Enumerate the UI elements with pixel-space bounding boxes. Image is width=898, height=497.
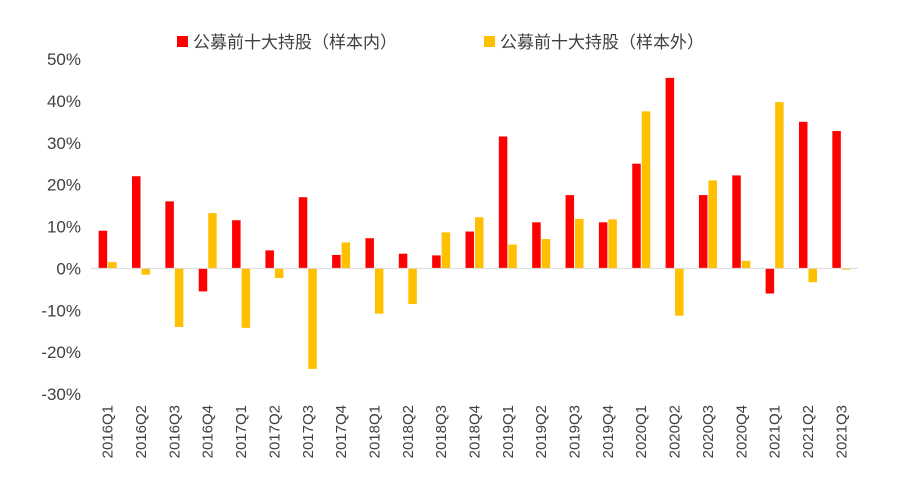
bar-in-sample — [165, 201, 174, 269]
x-tick-label: 2018Q2 — [400, 405, 417, 458]
bar-out-of-sample — [208, 213, 217, 269]
y-axis: -30% -20% -10% 0% 10% 20% 30% 40% 50% — [41, 50, 81, 404]
bar-out-of-sample — [141, 268, 151, 275]
x-tick-label: 2017Q1 — [233, 405, 250, 458]
y-tick-label: 10% — [47, 218, 81, 237]
bar-out-of-sample — [374, 268, 384, 314]
x-tick-label: 2019Q3 — [567, 405, 584, 458]
legend-label-out-of-sample: 公募前十大持股（样本外） — [500, 33, 704, 53]
bar-in-sample — [432, 255, 441, 269]
bars — [98, 77, 851, 369]
bar-out-of-sample — [541, 239, 551, 269]
bar-in-sample — [565, 195, 575, 269]
bar-out-of-sample — [708, 180, 717, 269]
x-tick-label: 2021Q2 — [800, 405, 817, 458]
bar-in-sample — [265, 250, 274, 269]
x-tick-label: 2020Q4 — [733, 405, 750, 458]
bar-in-sample — [698, 195, 708, 269]
bar-in-sample — [732, 175, 741, 269]
bar-out-of-sample — [274, 268, 284, 279]
y-tick-label: 50% — [47, 50, 81, 69]
y-tick-label: 40% — [47, 92, 81, 111]
bar-in-sample — [532, 222, 541, 269]
x-tick-label: 2016Q4 — [200, 405, 217, 458]
bar-in-sample — [365, 238, 374, 269]
bar-out-of-sample — [475, 217, 484, 269]
bar-in-sample — [832, 131, 841, 269]
bar-in-sample — [665, 77, 675, 269]
bar-in-sample — [398, 253, 408, 269]
x-tick-label: 2019Q1 — [500, 405, 517, 458]
x-tick-label: 2018Q1 — [367, 405, 384, 458]
x-tick-label: 2021Q3 — [833, 405, 850, 458]
y-tick-label: 20% — [47, 176, 81, 195]
bar-out-of-sample — [775, 102, 784, 269]
bar-out-of-sample — [641, 111, 651, 269]
y-tick-label: -30% — [41, 385, 81, 404]
bar-in-sample — [198, 268, 208, 292]
bar-out-of-sample — [308, 268, 317, 369]
bar-in-sample — [765, 268, 775, 294]
x-tick-label: 2017Q2 — [266, 405, 283, 458]
bar-out-of-sample — [174, 268, 184, 328]
x-tick-label: 2017Q3 — [300, 405, 317, 458]
bar-in-sample — [465, 231, 474, 269]
bar-in-sample — [232, 220, 241, 269]
y-tick-label: -20% — [41, 343, 81, 362]
bar-out-of-sample — [608, 219, 617, 269]
bar-out-of-sample — [575, 218, 584, 269]
legend-swatch-out-of-sample — [484, 36, 495, 47]
legend: 公募前十大持股（样本内） 公募前十大持股（样本外） — [177, 33, 704, 53]
legend-swatch-in-sample — [177, 36, 188, 47]
bar-out-of-sample — [441, 232, 451, 269]
bar-out-of-sample — [108, 262, 117, 269]
bar-in-sample — [798, 121, 808, 269]
bar-out-of-sample — [841, 268, 851, 270]
x-tick-label: 2021Q1 — [767, 405, 784, 458]
bar-in-sample — [632, 163, 641, 269]
x-tick-label: 2016Q1 — [100, 405, 117, 458]
bar-in-sample — [98, 230, 108, 269]
x-tick-label: 2020Q2 — [667, 405, 684, 458]
bar-out-of-sample — [741, 260, 751, 269]
x-tick-label: 2018Q3 — [433, 405, 450, 458]
x-tick-label: 2016Q2 — [133, 405, 150, 458]
y-tick-label: 30% — [47, 134, 81, 153]
x-tick-label: 2020Q3 — [700, 405, 717, 458]
bar-out-of-sample — [508, 244, 517, 269]
bar-out-of-sample — [241, 268, 251, 328]
x-tick-label: 2020Q1 — [633, 405, 650, 458]
y-tick-label: -10% — [41, 301, 81, 320]
x-axis: 2016Q1 2016Q2 2016Q3 2016Q4 2017Q1 2017Q2 2017… — [100, 405, 851, 458]
x-tick-label: 2019Q4 — [600, 405, 617, 458]
bar-in-sample — [132, 176, 141, 269]
legend-label-in-sample: 公募前十大持股（样本内） — [193, 33, 397, 53]
x-tick-label: 2017Q4 — [333, 405, 350, 458]
x-tick-label: 2019Q2 — [533, 405, 550, 458]
bar-in-sample — [298, 197, 308, 269]
x-tick-label: 2016Q3 — [166, 405, 183, 458]
x-tick-label: 2018Q4 — [467, 405, 484, 458]
y-tick-label: 0% — [56, 259, 81, 278]
bar-in-sample — [498, 136, 508, 269]
bar-out-of-sample — [341, 242, 351, 269]
bar-out-of-sample — [808, 268, 817, 283]
bar-out-of-sample — [408, 268, 417, 304]
bar-in-sample — [598, 222, 608, 269]
bar-out-of-sample — [675, 268, 684, 316]
bar-in-sample — [332, 254, 341, 269]
